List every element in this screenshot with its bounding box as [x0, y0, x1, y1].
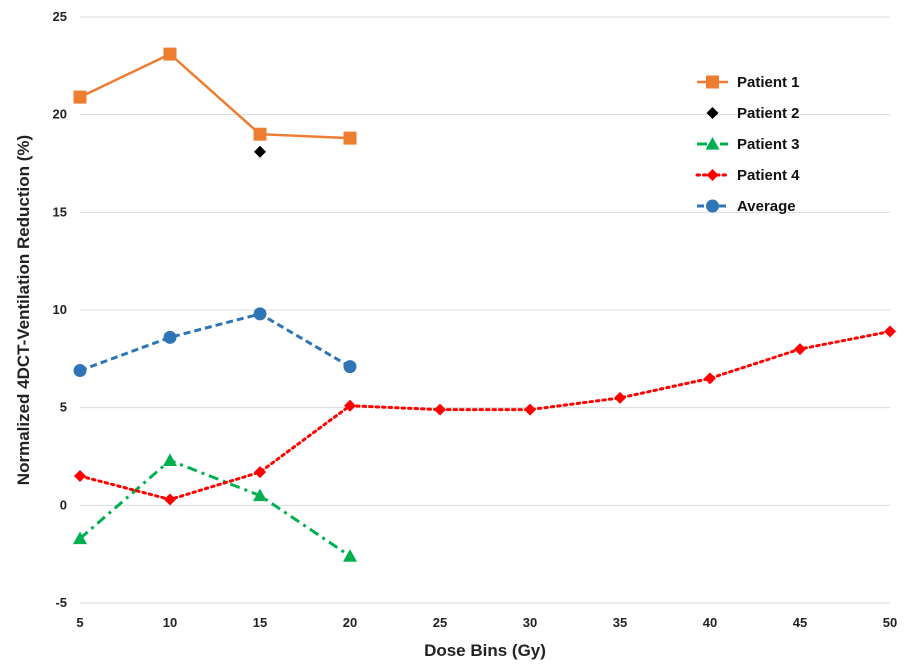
data-point: [343, 131, 357, 145]
y-tick-label: 10: [53, 302, 67, 317]
y-tick-label: 15: [53, 204, 67, 219]
y-tick-label: 25: [53, 9, 67, 24]
data-point: [434, 403, 446, 416]
legend-entry: Patient 1: [697, 74, 800, 91]
x-axis-title: Dose Bins (Gy): [424, 641, 546, 660]
legend-label: Patient 2: [737, 105, 800, 122]
data-point: [73, 364, 87, 378]
data-point: [254, 145, 266, 158]
legend-label: Patient 3: [737, 136, 800, 153]
x-tick-label: 35: [613, 615, 627, 630]
data-point: [163, 453, 177, 467]
x-tick-label: 20: [343, 615, 357, 630]
data-point: [344, 399, 356, 412]
series-line: [79, 52, 351, 140]
x-tick-label: 30: [523, 615, 537, 630]
legend: Patient 1 Patient 2 Patient 3 Patient 4 Aver…: [695, 74, 800, 215]
series-layer: [73, 47, 896, 562]
legend-marker: [706, 107, 719, 119]
x-tick-label: 45: [793, 615, 807, 630]
data-point: [884, 325, 896, 338]
legend-entry: Patient 3: [697, 136, 800, 153]
x-tick-label: 15: [253, 615, 267, 630]
series-patient-4: [74, 325, 896, 506]
grid-layer: [80, 16, 890, 604]
legend-marker: [706, 199, 719, 213]
data-point: [73, 531, 87, 545]
x-tick-label: 50: [883, 615, 897, 630]
data-point: [73, 90, 87, 104]
x-tick-label: 5: [76, 615, 83, 630]
legend-entry: Average: [697, 198, 796, 215]
legend-label: Average: [737, 198, 796, 215]
y-tick-label: -5: [55, 595, 67, 610]
data-point: [163, 47, 177, 61]
series-line: [79, 458, 351, 558]
data-point: [74, 470, 86, 483]
legend-entry: Patient 2: [706, 105, 800, 122]
data-point: [794, 343, 806, 356]
data-point: [614, 391, 626, 404]
series-patient-3: [73, 453, 357, 562]
data-point: [164, 493, 176, 506]
legend-marker: [706, 75, 719, 89]
series-average: [73, 307, 357, 378]
x-tick-label: 25: [433, 615, 447, 630]
data-point: [254, 466, 266, 479]
y-tick-label: 0: [60, 497, 67, 512]
x-tick-label: 40: [703, 615, 717, 630]
x-tick-label: 10: [163, 615, 177, 630]
series-line: [78, 329, 892, 502]
data-point: [343, 360, 357, 374]
data-point: [704, 372, 716, 385]
legend-label: Patient 1: [737, 74, 800, 91]
y-tick-label: 5: [60, 400, 67, 415]
legend-label: Patient 4: [737, 167, 800, 184]
legend-marker: [705, 137, 720, 150]
axis-layer: -5 0 5 10 15 20 25 5 10 15 20 25 30 35 40 45 50: [53, 9, 898, 630]
y-axis-title: Normalized 4DCT-Ventilation Reduction (%…: [14, 135, 33, 485]
data-point: [524, 403, 536, 416]
data-point: [253, 488, 267, 502]
data-point: [343, 549, 357, 562]
data-point: [253, 127, 267, 141]
series-patient-1: [73, 47, 357, 145]
data-point: [253, 307, 267, 321]
series-line: [79, 312, 351, 372]
y-tick-label: 20: [53, 107, 67, 122]
data-point: [163, 330, 177, 344]
legend-marker: [706, 169, 719, 181]
series-patient-2: [254, 145, 266, 158]
legend-entry: Patient 4: [695, 167, 800, 184]
